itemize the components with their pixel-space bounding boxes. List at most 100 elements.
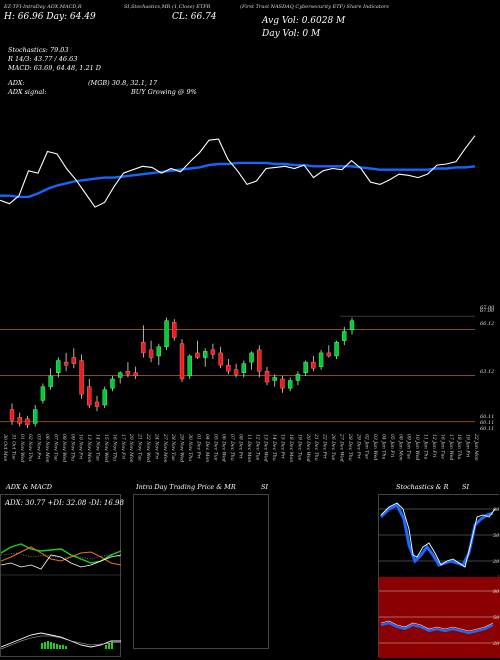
intraday-panel-si: SI [261, 483, 269, 491]
candle-body-down [226, 364, 231, 372]
date-label: 05 Jan Fri [389, 434, 395, 458]
candle [94, 395, 100, 412]
adx-label: ADX: [8, 79, 25, 87]
date-label: 17 Jan Wed [448, 434, 454, 460]
candle [133, 366, 138, 379]
date-label: 22 Jan Mon [473, 433, 479, 461]
macd-line [1, 632, 121, 648]
candle [117, 371, 123, 384]
date-label: 06 Nov Mon [44, 434, 50, 463]
candle [249, 351, 254, 370]
candle-body-down [148, 349, 154, 358]
candle [349, 317, 355, 335]
date-label: 13 Nov Mon [86, 434, 92, 463]
date-label: 22 Dec Fri [322, 433, 328, 459]
date-label: 10 Jan Wed [414, 434, 420, 460]
candle [56, 357, 61, 378]
candle [295, 371, 301, 386]
date-label: 20 Nov Mon [128, 433, 134, 463]
candle [172, 319, 177, 341]
date-label: 28 Nov Tue [170, 433, 176, 461]
date-label: 11 Dec Mon [246, 434, 252, 462]
date-label: 06 Dec Wed [221, 434, 227, 462]
candle [303, 360, 308, 376]
date-label: 02 Jan Tue [364, 434, 370, 459]
price-axis-label: 60.11 [480, 420, 494, 426]
date-label: 09 Nov Thu [69, 434, 75, 461]
header-top-right: (First Trust NASDAQ Cybersecurity ETF) S… [240, 4, 389, 10]
date-label: 24 Nov Fri [153, 433, 159, 460]
date-label: 10 Nov Fri [78, 434, 84, 460]
candle [40, 383, 46, 404]
candle-body-down [17, 417, 22, 424]
candle-body-down [63, 361, 69, 366]
header-top-sub: SI,Stochastics,MR [124, 4, 171, 10]
adx-signal-value: BUY Growing @ 9% [131, 88, 197, 96]
date-label: 15 Nov Wed [103, 434, 109, 462]
candle-body-down [257, 349, 262, 372]
candle [287, 377, 293, 392]
date-label: 03 Jan Wed [372, 434, 378, 460]
adx-line [1, 554, 122, 570]
candle-body-down [79, 360, 84, 395]
candle-body-up [32, 409, 38, 424]
candle [25, 415, 30, 428]
candle-body-down [125, 371, 131, 375]
date-label: 04 Jan Thu [381, 434, 387, 459]
candle-body-down [71, 357, 77, 364]
candle-body-down [179, 343, 185, 380]
candle-body-down [326, 352, 332, 357]
candle [326, 345, 332, 358]
date-label: 11 Jan Thu [423, 434, 429, 459]
candle-body-up [342, 331, 347, 341]
adx-dotted-line [1, 552, 122, 560]
stoch-panel-si: SI [462, 483, 470, 491]
adx-panel-values: ADX: 30.77 +DI: 32.08 -DI: 16.98 [5, 499, 124, 507]
stoch-level-80: 80 [493, 507, 500, 513]
candle-body-up [156, 346, 162, 357]
candle-body-down [280, 378, 285, 389]
stoch-level-20: 20 [492, 559, 500, 565]
price-axis-label: 60.11 [480, 414, 494, 420]
date-label: 19 Jan Fri [465, 434, 471, 458]
candle [264, 366, 270, 386]
date-label: 16 Jan Tue [439, 434, 445, 459]
candle-body-down [9, 409, 15, 421]
candle-body-up [187, 355, 192, 377]
candle-body-down [264, 371, 270, 383]
date-label: 29 Nov Wed [179, 433, 185, 462]
candle-body-down [233, 369, 239, 375]
date-label: 12 Dec Tue [254, 434, 260, 461]
candle [218, 346, 223, 369]
rsi-readout: R 14/3: 43.77 / 46.63 [8, 55, 78, 63]
date-label: 14 Dec Thu [271, 434, 277, 461]
date-label: 09 Jan Tue [406, 434, 412, 459]
candle [210, 343, 216, 360]
candle [71, 348, 77, 369]
intraday-panel-title: Intra Day Trading Price & MR [136, 483, 236, 491]
date-label: 13 Dec Wed [263, 434, 269, 462]
candle [79, 354, 84, 399]
date-label: 28 Dec Thu [347, 433, 353, 461]
candle [141, 325, 146, 358]
candle-body-down [172, 322, 177, 338]
candle-body-up [295, 374, 301, 381]
candle [318, 349, 324, 370]
candle-body-up [318, 352, 324, 367]
candle-body-up [56, 360, 61, 374]
candle [32, 405, 38, 427]
rsi-level-20: 20 [492, 641, 500, 647]
candle-body-down [210, 349, 216, 355]
price-axis-label: 67.00 [480, 308, 495, 314]
candle [148, 340, 154, 363]
candle-body-up [241, 363, 247, 374]
date-label: 08 Dec Fri [238, 434, 244, 459]
date-label: 29 Dec Fri [355, 433, 361, 459]
candle [334, 340, 339, 360]
date-label: 08 Jan Mon [397, 434, 403, 461]
header-top-mid: (1,Close) ETFR [172, 4, 211, 10]
candle [17, 412, 22, 427]
date-label: 18 Jan Thu [456, 434, 462, 459]
candle-body-up [102, 389, 107, 406]
intraday-panel [133, 494, 269, 649]
